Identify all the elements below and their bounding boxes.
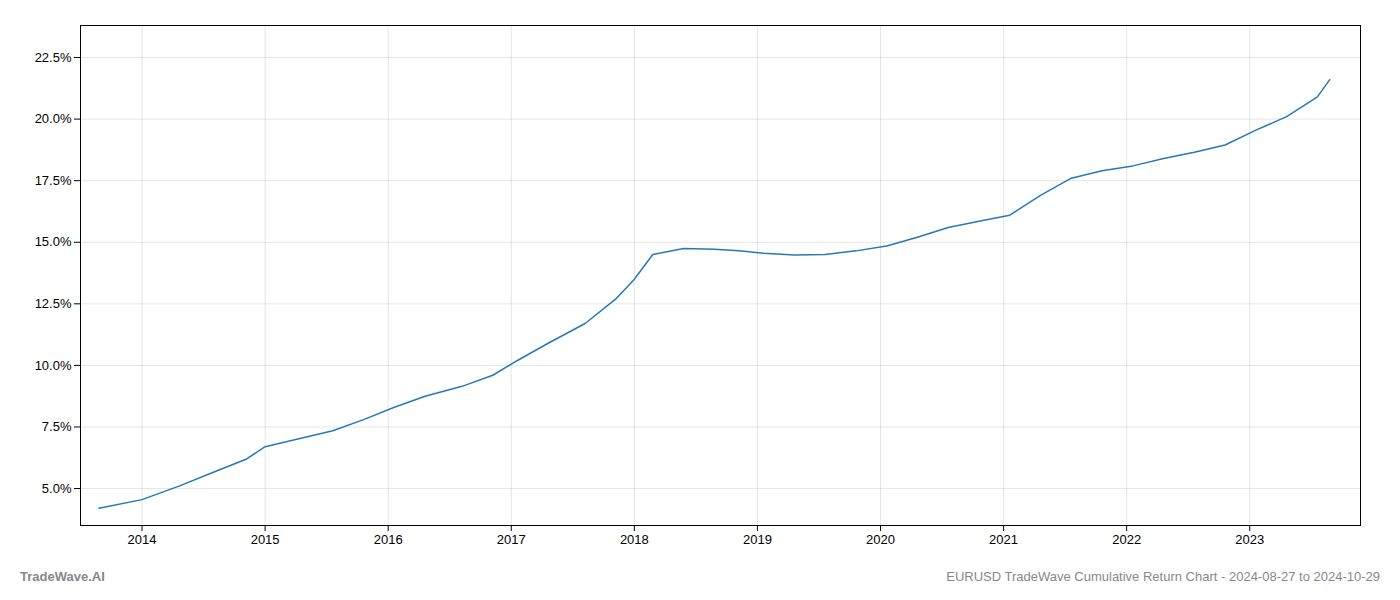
svg-text:20.0%: 20.0% [35, 111, 72, 126]
svg-text:22.5%: 22.5% [35, 50, 72, 65]
html-text:TradeWave.AI: TradeWave.AI [20, 569, 105, 584]
svg-text:2019: 2019 [743, 532, 772, 547]
svg-text:2022: 2022 [1112, 532, 1141, 547]
html-text:EURUSD TradeWave Cumulative Re: EURUSD TradeWave Cumulative Return Chart… [946, 569, 1380, 584]
svg-text:2020: 2020 [866, 532, 895, 547]
svg-text:2023: 2023 [1235, 532, 1264, 547]
svg-text:2016: 2016 [374, 532, 403, 547]
svg-text:12.5%: 12.5% [35, 296, 72, 311]
svg-text:10.0%: 10.0% [35, 358, 72, 373]
svg-text:7.5%: 7.5% [42, 419, 72, 434]
svg-text:5.0%: 5.0% [42, 481, 72, 496]
svg-text:2015: 2015 [251, 532, 280, 547]
svg-text:2017: 2017 [497, 532, 526, 547]
svg-text:2018: 2018 [620, 532, 649, 547]
svg-text:2014: 2014 [128, 532, 157, 547]
svg-text:17.5%: 17.5% [35, 173, 72, 188]
svg-text:2021: 2021 [989, 532, 1018, 547]
svg-text:15.0%: 15.0% [35, 234, 72, 249]
